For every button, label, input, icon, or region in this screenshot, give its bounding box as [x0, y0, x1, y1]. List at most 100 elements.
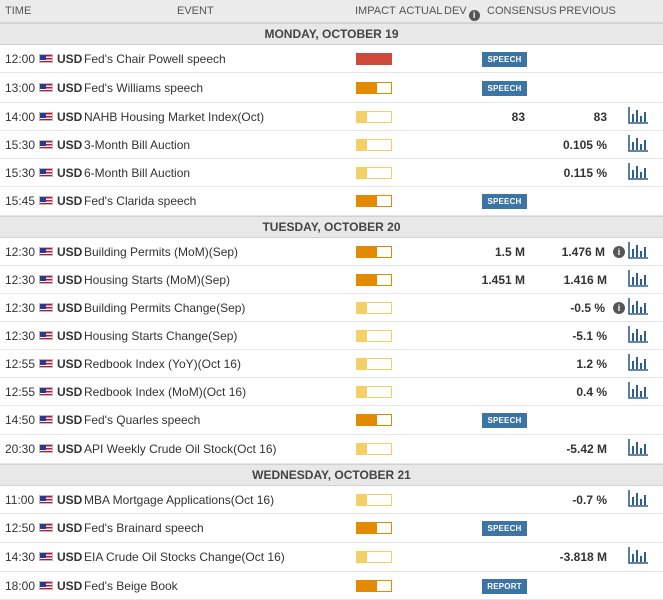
event-row[interactable]: 12:00 USD Fed's Chair Powell speech SPEECH	[0, 45, 663, 73]
event-name[interactable]: Housing Starts Change(Sep)	[84, 329, 238, 343]
impact-indicator	[356, 494, 392, 506]
event-row[interactable]: 15:45 USD Fed's Clarida speech SPEECH	[0, 187, 663, 216]
impact-indicator	[356, 330, 392, 342]
event-name[interactable]: Fed's Williams speech	[84, 81, 203, 95]
bar-chart-icon[interactable]	[628, 490, 648, 507]
us-flag-icon	[39, 83, 53, 92]
event-row[interactable]: 12:30 USD Building Permits (MoM)(Sep) 1.5 M…	[0, 238, 663, 266]
event-time: 11:00	[5, 493, 35, 507]
previous-value: 0.115 %	[563, 166, 607, 180]
us-flag-icon	[39, 275, 53, 284]
event-row[interactable]: 12:55 USD Redbook Index (MoM)(Oct 16) 0.4 %	[0, 378, 663, 406]
info-icon[interactable]: i	[468, 10, 480, 21]
col-impact[interactable]: IMPACT	[355, 5, 396, 17]
event-row[interactable]: 15:30 USD 6-Month Bill Auction 0.115 %	[0, 159, 663, 187]
us-flag-icon	[39, 331, 53, 340]
event-currency: USD	[57, 138, 83, 152]
event-row[interactable]: 20:30 USD API Weekly Crude Oil Stock(Oct 1…	[0, 435, 663, 464]
previous-value: 0.4 %	[576, 385, 607, 399]
bar-chart-icon[interactable]	[628, 382, 648, 399]
us-flag-icon	[39, 415, 53, 424]
bar-chart-icon[interactable]	[628, 107, 648, 124]
bar-chart-icon[interactable]	[628, 354, 648, 371]
event-type-badge[interactable]: SPEECH	[482, 194, 527, 209]
us-flag-icon	[39, 359, 53, 368]
previous-value: -0.5 %	[570, 301, 605, 315]
us-flag-icon	[39, 495, 53, 504]
us-flag-icon	[39, 112, 53, 121]
event-type-badge[interactable]: SPEECH	[482, 52, 527, 67]
event-row[interactable]: 15:30 USD 3-Month Bill Auction 0.105 %	[0, 131, 663, 159]
table-header: TIME EVENT IMPACT ACTUAL DEV i CONSENSUS …	[0, 0, 663, 23]
event-time: 14:00	[5, 110, 36, 124]
info-icon[interactable]: i	[613, 302, 625, 314]
event-currency: USD	[57, 329, 83, 343]
event-name[interactable]: 3-Month Bill Auction	[84, 138, 191, 152]
previous-value: 83	[593, 110, 607, 124]
us-flag-icon	[39, 581, 53, 590]
bar-chart-icon[interactable]	[628, 163, 648, 180]
impact-indicator	[356, 580, 392, 592]
event-row[interactable]: 12:50 USD Fed's Brainard speech SPEECH	[0, 514, 663, 543]
bar-chart-icon[interactable]	[628, 242, 648, 259]
event-row[interactable]: 14:00 USD NAHB Housing Market Index(Oct) 83…	[0, 103, 663, 131]
impact-indicator	[356, 358, 392, 370]
event-name[interactable]: Building Permits (MoM)(Sep)	[84, 245, 239, 259]
event-name[interactable]: NAHB Housing Market Index(Oct)	[84, 110, 265, 124]
event-time: 12:30	[5, 301, 36, 315]
bar-chart-icon[interactable]	[628, 439, 648, 456]
event-row[interactable]: 14:30 USD EIA Crude Oil Stocks Change(Oct …	[0, 543, 663, 572]
event-currency: USD	[57, 52, 83, 66]
event-row[interactable]: 11:00 USD MBA Mortgage Applications(Oct 16…	[0, 486, 663, 514]
event-row[interactable]: 12:30 USD Housing Starts (MoM)(Sep) 1.451 M…	[0, 266, 663, 294]
event-name[interactable]: Fed's Brainard speech	[84, 521, 204, 535]
event-row[interactable]: 13:00 USD Fed's Williams speech SPEECH	[0, 73, 663, 103]
event-row[interactable]: 12:30 USD Housing Starts Change(Sep) -5.1 %	[0, 322, 663, 350]
event-name[interactable]: 6-Month Bill Auction	[84, 166, 191, 180]
info-icon[interactable]: i	[613, 246, 625, 258]
event-name[interactable]: Fed's Beige Book	[84, 579, 178, 593]
impact-indicator	[356, 53, 392, 65]
event-name[interactable]: Fed's Clarida speech	[84, 194, 197, 208]
col-dev-label: DEV	[444, 5, 467, 17]
event-name[interactable]: API Weekly Crude Oil Stock(Oct 16)	[84, 442, 277, 456]
col-dev[interactable]: DEV i	[444, 5, 480, 21]
previous-value: -5.1 %	[572, 329, 607, 343]
event-row[interactable]: 12:55 USD Redbook Index (YoY)(Oct 16) 1.2 %	[0, 350, 663, 378]
event-name[interactable]: Redbook Index (YoY)(Oct 16)	[84, 357, 241, 371]
event-row[interactable]: 18:00 USD Fed's Beige Book REPORT	[0, 572, 663, 600]
col-time[interactable]: TIME	[5, 5, 32, 17]
event-name[interactable]: Building Permits Change(Sep)	[84, 301, 246, 315]
us-flag-icon	[39, 247, 53, 256]
bar-chart-icon[interactable]	[628, 326, 648, 343]
event-type-badge[interactable]: SPEECH	[482, 413, 527, 428]
event-name[interactable]: Fed's Quarles speech	[84, 413, 201, 427]
previous-value: 1.476 M	[561, 245, 605, 259]
event-currency: USD	[57, 385, 83, 399]
bar-chart-icon[interactable]	[628, 547, 648, 564]
col-previous[interactable]: PREVIOUS	[559, 5, 616, 17]
day-header: WEDNESDAY, OCTOBER 21	[0, 464, 663, 486]
event-currency: USD	[57, 413, 83, 427]
previous-value: -5.42 M	[566, 442, 607, 456]
col-event[interactable]: EVENT	[177, 5, 214, 17]
event-row[interactable]: 12:30 USD Building Permits Change(Sep) -0.5…	[0, 294, 663, 322]
col-actual[interactable]: ACTUAL	[399, 5, 443, 17]
event-name[interactable]: Fed's Chair Powell speech	[84, 52, 226, 66]
bar-chart-icon[interactable]	[628, 270, 648, 287]
event-type-badge[interactable]: REPORT	[482, 579, 527, 594]
event-name[interactable]: MBA Mortgage Applications(Oct 16)	[84, 493, 275, 507]
col-consensus[interactable]: CONSENSUS	[487, 5, 557, 17]
event-currency: USD	[57, 493, 83, 507]
event-name[interactable]: Housing Starts (MoM)(Sep)	[84, 273, 231, 287]
event-type-badge[interactable]: SPEECH	[482, 81, 527, 96]
impact-indicator	[356, 302, 392, 314]
event-row[interactable]: 14:50 USD Fed's Quarles speech SPEECH	[0, 406, 663, 435]
event-name[interactable]: EIA Crude Oil Stocks Change(Oct 16)	[84, 550, 285, 564]
bar-chart-icon[interactable]	[628, 298, 648, 315]
us-flag-icon	[39, 552, 53, 561]
bar-chart-icon[interactable]	[628, 135, 648, 152]
event-type-badge[interactable]: SPEECH	[482, 521, 527, 536]
previous-value: -0.7 %	[572, 493, 607, 507]
event-name[interactable]: Redbook Index (MoM)(Oct 16)	[84, 385, 247, 399]
